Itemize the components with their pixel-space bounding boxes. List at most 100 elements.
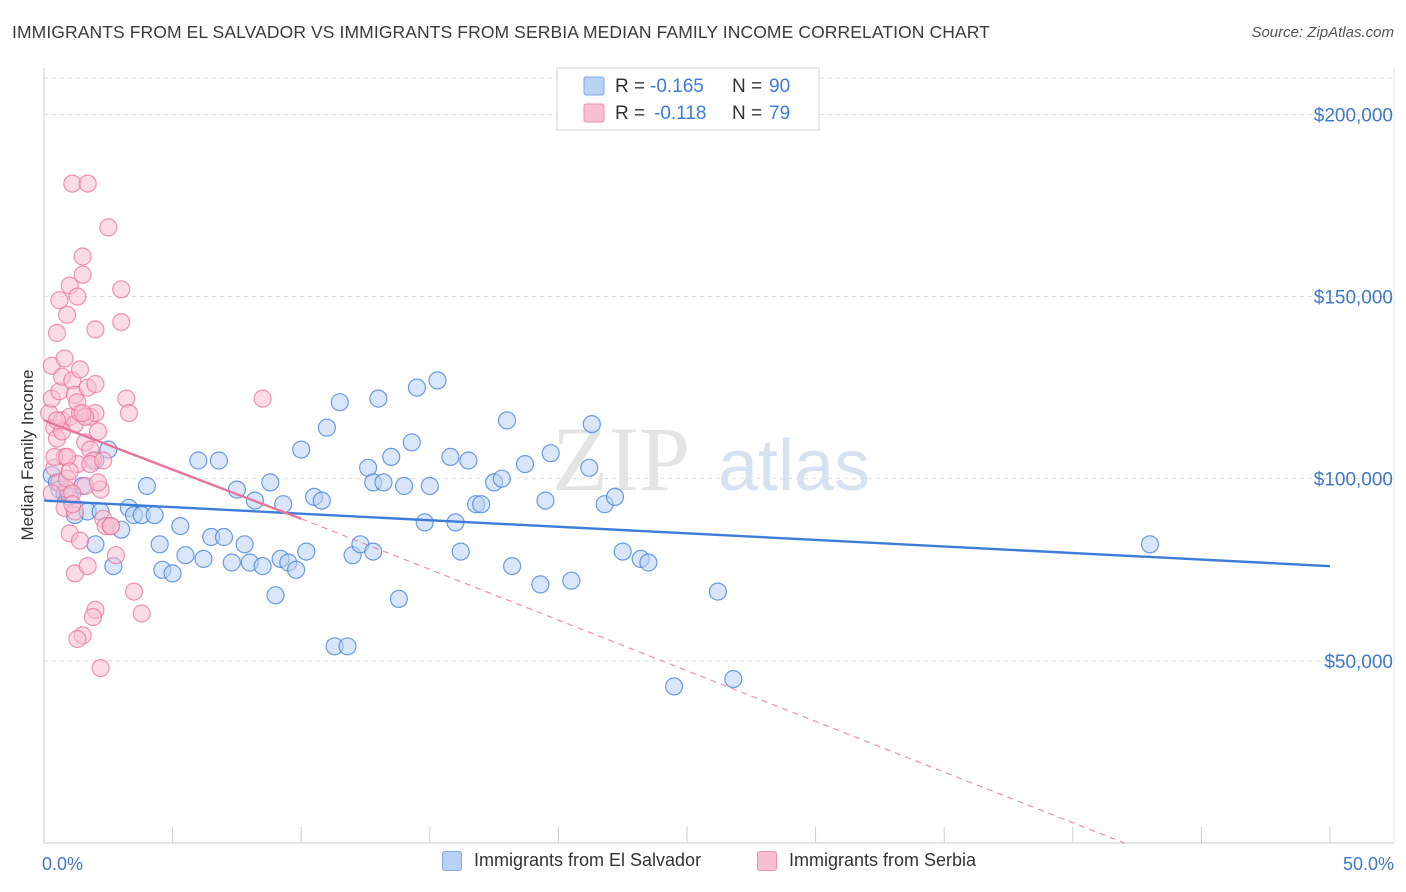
legend-r-label-1: R = xyxy=(615,76,645,97)
point-0-56 xyxy=(407,378,426,397)
point-1-25 xyxy=(73,247,92,266)
point-0-26 xyxy=(214,527,234,547)
point-0-62 xyxy=(459,451,478,470)
point-0-17 xyxy=(145,505,164,525)
point-1-29 xyxy=(78,174,97,193)
trend-line-1 xyxy=(43,419,302,520)
legend-r-value-2: -0.118 xyxy=(654,103,706,124)
point-1-11 xyxy=(55,349,74,368)
point-1-13 xyxy=(57,305,77,324)
point-1-72 xyxy=(60,462,79,481)
trend-lines xyxy=(43,419,1331,844)
series-1-points xyxy=(39,174,272,678)
point-0-41 xyxy=(312,491,331,510)
y-tick-label-0: $50,000 xyxy=(1324,652,1393,673)
legend-n-value-2: 79 xyxy=(769,103,790,124)
point-0-39 xyxy=(297,542,316,561)
point-1-23 xyxy=(70,360,90,379)
point-1-59 xyxy=(101,516,121,536)
point-1-76 xyxy=(94,451,113,470)
legend-n-label-1: N = xyxy=(732,76,762,97)
legend-label-el-salvador: Immigrants from El Salvador xyxy=(474,850,702,870)
x-tick-max: 50.0% xyxy=(1343,854,1394,874)
point-0-77 xyxy=(605,487,625,506)
point-1-74 xyxy=(86,374,105,394)
point-0-42 xyxy=(317,418,336,437)
point-1-50 xyxy=(83,607,103,627)
point-0-72 xyxy=(541,444,560,463)
point-0-58 xyxy=(420,476,439,496)
point-0-61 xyxy=(451,542,470,561)
point-0-38 xyxy=(292,440,311,459)
point-1-58 xyxy=(91,658,110,678)
point-0-55 xyxy=(402,433,421,452)
point-0-66 xyxy=(492,469,511,488)
trend-line-0 xyxy=(43,499,1331,568)
point-0-67 xyxy=(497,411,517,430)
point-0-68 xyxy=(502,556,522,576)
legend-r-label-2: R = xyxy=(615,103,645,124)
point-1-36 xyxy=(88,422,108,441)
point-0-87 xyxy=(364,542,383,561)
point-0-70 xyxy=(531,575,550,594)
series-legend: Immigrants from El Salvador Immigrants f… xyxy=(0,850,1406,878)
legend-swatch-el-salvador xyxy=(583,76,605,96)
point-0-53 xyxy=(389,589,408,609)
y-axis-tick-labels: $50,000 $100,000 $150,000 $200,000 xyxy=(1314,105,1393,672)
point-1-73 xyxy=(73,404,92,423)
legend-item-el-salvador: Immigrants from El Salvador xyxy=(442,850,701,871)
point-1-26 xyxy=(73,265,92,284)
point-1-46 xyxy=(119,404,138,423)
point-0-83 xyxy=(724,669,743,689)
point-1-60 xyxy=(253,389,272,408)
y-tick-label-2: $150,000 xyxy=(1314,288,1393,309)
point-1-48 xyxy=(132,604,151,623)
point-1-34 xyxy=(86,320,105,339)
point-0-23 xyxy=(194,549,213,569)
point-0-59 xyxy=(428,371,447,390)
point-1-40 xyxy=(99,218,118,237)
point-1-75 xyxy=(42,484,61,503)
legend-item-serbia: Immigrants from Serbia xyxy=(757,850,976,871)
point-1-44 xyxy=(112,313,131,332)
point-0-22 xyxy=(189,451,208,470)
point-0-78 xyxy=(613,542,632,561)
point-0-51 xyxy=(374,473,393,492)
point-0-20 xyxy=(171,516,190,536)
point-1-77 xyxy=(63,495,82,514)
point-1-43 xyxy=(112,280,131,299)
chart-title: IMMIGRANTS FROM EL SALVADOR VS IMMIGRANT… xyxy=(12,22,990,42)
legend-swatch-serbia xyxy=(583,103,605,123)
legend-swatch-pink xyxy=(757,850,777,871)
point-0-29 xyxy=(235,535,254,554)
point-0-84 xyxy=(1140,535,1160,554)
point-0-89 xyxy=(86,535,105,554)
point-0-71 xyxy=(536,491,555,510)
watermark-atlas: atlas xyxy=(718,426,870,506)
trend-extension-1 xyxy=(300,518,1125,844)
axes xyxy=(43,68,1395,844)
point-1-57 xyxy=(78,556,97,576)
point-0-33 xyxy=(261,473,280,492)
y-tick-label-1: $100,000 xyxy=(1314,470,1393,491)
y-tick-label-3: $200,000 xyxy=(1314,105,1393,126)
legend-r-value-1: -0.165 xyxy=(650,76,704,97)
point-0-54 xyxy=(395,476,414,496)
point-0-73 xyxy=(562,571,581,590)
point-1-6 xyxy=(47,323,67,343)
point-0-74 xyxy=(580,458,599,477)
point-0-80 xyxy=(639,553,658,572)
point-0-21 xyxy=(176,546,195,565)
point-0-52 xyxy=(382,447,401,466)
point-0-57 xyxy=(415,513,434,532)
point-0-81 xyxy=(664,677,684,696)
point-1-78 xyxy=(88,473,108,492)
point-0-32 xyxy=(253,556,272,576)
point-0-37 xyxy=(287,560,306,579)
point-0-34 xyxy=(266,586,285,605)
point-1-47 xyxy=(124,582,144,601)
point-0-25 xyxy=(209,451,228,470)
grid xyxy=(44,77,1394,662)
point-0-64 xyxy=(472,495,491,514)
